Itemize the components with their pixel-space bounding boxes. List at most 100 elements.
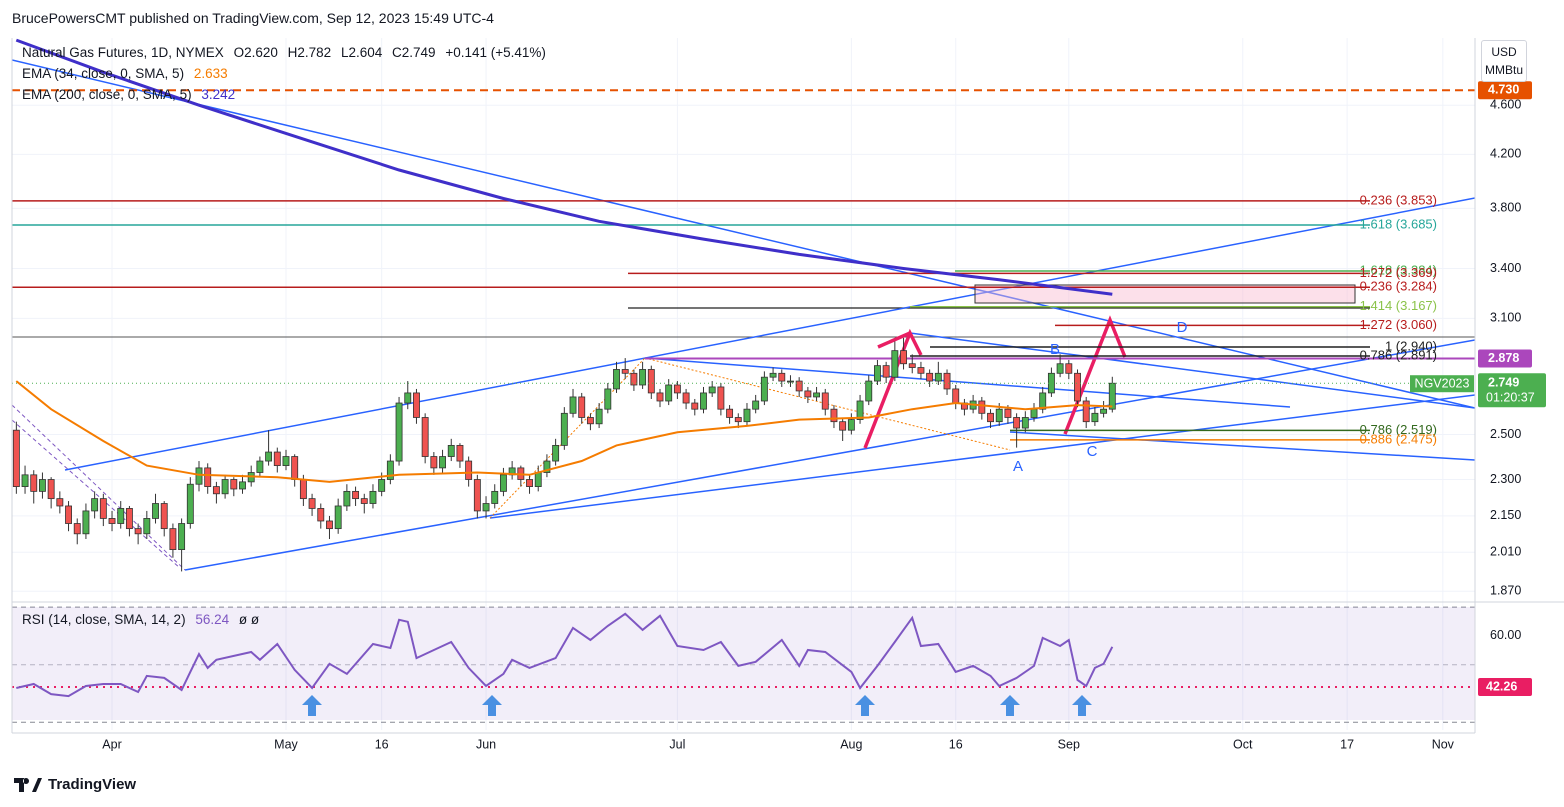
candle-body xyxy=(21,474,29,488)
fib-label: 1.272 (3.369) xyxy=(1360,265,1437,280)
unit: MMBtu xyxy=(1484,63,1523,77)
x-tick-label: 17 xyxy=(1340,737,1354,751)
candle-body xyxy=(91,498,99,512)
symbol-tag-label: NGV2023 xyxy=(1415,377,1470,391)
x-tick-label: Aug xyxy=(840,737,862,751)
candle-body xyxy=(117,508,125,524)
x-tick-label: May xyxy=(274,737,298,751)
up-arrow xyxy=(1000,695,1020,716)
ohlc-low: L2.604 xyxy=(340,45,383,60)
candle-body xyxy=(995,408,1003,423)
candle-body xyxy=(578,396,586,418)
publisher-header: BrucePowersCMT published on TradingView.… xyxy=(12,10,494,26)
dashed-line xyxy=(12,404,186,571)
candle-body xyxy=(1030,408,1038,418)
fib-label: 0.886 (2.475) xyxy=(1360,431,1437,446)
fib-label: 1.618 (3.685) xyxy=(1360,216,1437,231)
fib-label: 1.618 (3.384) xyxy=(1360,262,1437,277)
last-price-label: 2.749 xyxy=(1488,376,1519,390)
ema200-legend: EMA (200, close, 0, SMA, 5) 3.242 xyxy=(22,87,241,102)
candle-body xyxy=(1074,372,1081,402)
dashed-line xyxy=(12,419,181,569)
candle-body xyxy=(134,528,142,535)
candle-body xyxy=(12,429,20,488)
candle-body xyxy=(152,503,159,519)
candle-body xyxy=(1065,363,1073,374)
candle-body xyxy=(526,479,533,488)
candle-body xyxy=(30,474,38,492)
candle-body xyxy=(99,498,107,519)
candle-body xyxy=(934,372,942,382)
candle-body xyxy=(778,372,786,382)
candle-body xyxy=(282,456,290,467)
rsi xyxy=(12,612,1475,698)
candle-body xyxy=(560,412,568,446)
candle-body xyxy=(882,365,890,378)
y-tick-label: 3.800 xyxy=(1490,201,1521,215)
candle-body xyxy=(987,412,994,423)
candle-body xyxy=(212,486,220,495)
fib-label: 1.272 (3.060) xyxy=(1360,317,1437,332)
footer: TradingView xyxy=(14,776,136,793)
currency-box[interactable]: USD MMBtu xyxy=(1481,40,1527,82)
drawings xyxy=(12,59,1475,571)
up-arrow xyxy=(1072,695,1092,716)
trendline xyxy=(184,339,1475,571)
candle-body xyxy=(125,508,133,530)
candle-body xyxy=(743,408,751,423)
candle-body xyxy=(265,451,273,462)
wave-label: B xyxy=(1050,341,1060,358)
candle-body xyxy=(621,369,629,374)
candle-body xyxy=(691,402,699,410)
footer-brand: TradingView xyxy=(48,776,137,793)
x-tick-label: Jul xyxy=(669,737,685,751)
candle-body xyxy=(369,490,377,504)
candle-body xyxy=(700,392,707,410)
candle-body xyxy=(874,365,881,382)
candle-body xyxy=(1082,400,1090,423)
candle-body xyxy=(334,505,342,530)
candle-body xyxy=(1039,392,1047,410)
candle-body xyxy=(595,408,603,425)
candle-body xyxy=(386,460,394,480)
countdown-label: 01:20:37 xyxy=(1486,391,1535,405)
candle-body xyxy=(647,369,655,394)
rsi-line xyxy=(16,612,1114,698)
candle-body xyxy=(830,408,838,423)
x-tick-label: 16 xyxy=(949,737,963,751)
candle-body xyxy=(73,523,81,535)
candle-body xyxy=(404,392,412,404)
candle-body xyxy=(630,372,638,386)
candle-body xyxy=(204,467,212,488)
rsi-extra: ø ø xyxy=(238,612,260,627)
candle-body xyxy=(473,479,481,512)
rsi-value: 56.24 xyxy=(195,612,230,627)
y-tick-label: 2.010 xyxy=(1490,545,1521,559)
candle-body xyxy=(38,479,46,492)
ohlc-open: O2.620 xyxy=(233,45,278,60)
grid xyxy=(12,38,1475,730)
candle-body xyxy=(1004,408,1012,418)
candle-body xyxy=(352,490,360,500)
candle-body xyxy=(195,467,203,485)
fib-label: 0.236 (3.853) xyxy=(1360,192,1437,207)
fib-label: 1.414 (3.167) xyxy=(1360,298,1437,313)
candle-body xyxy=(230,479,238,490)
up-arrow xyxy=(302,695,322,716)
candle-body xyxy=(456,444,464,462)
trendline xyxy=(644,357,1291,408)
candle-body xyxy=(760,376,768,402)
candle-body xyxy=(499,474,507,492)
price-tag-label: 4.730 xyxy=(1488,82,1519,96)
ohlc-change: +0.141 (+5.41%) xyxy=(445,45,546,60)
candle-body xyxy=(317,508,325,522)
candle-body xyxy=(273,451,281,467)
last-price-tag xyxy=(1478,373,1546,408)
candle-body xyxy=(787,380,794,383)
candle-body xyxy=(569,396,577,414)
candle-body xyxy=(717,386,725,410)
candle-body xyxy=(769,372,777,378)
candle-body xyxy=(926,372,934,382)
